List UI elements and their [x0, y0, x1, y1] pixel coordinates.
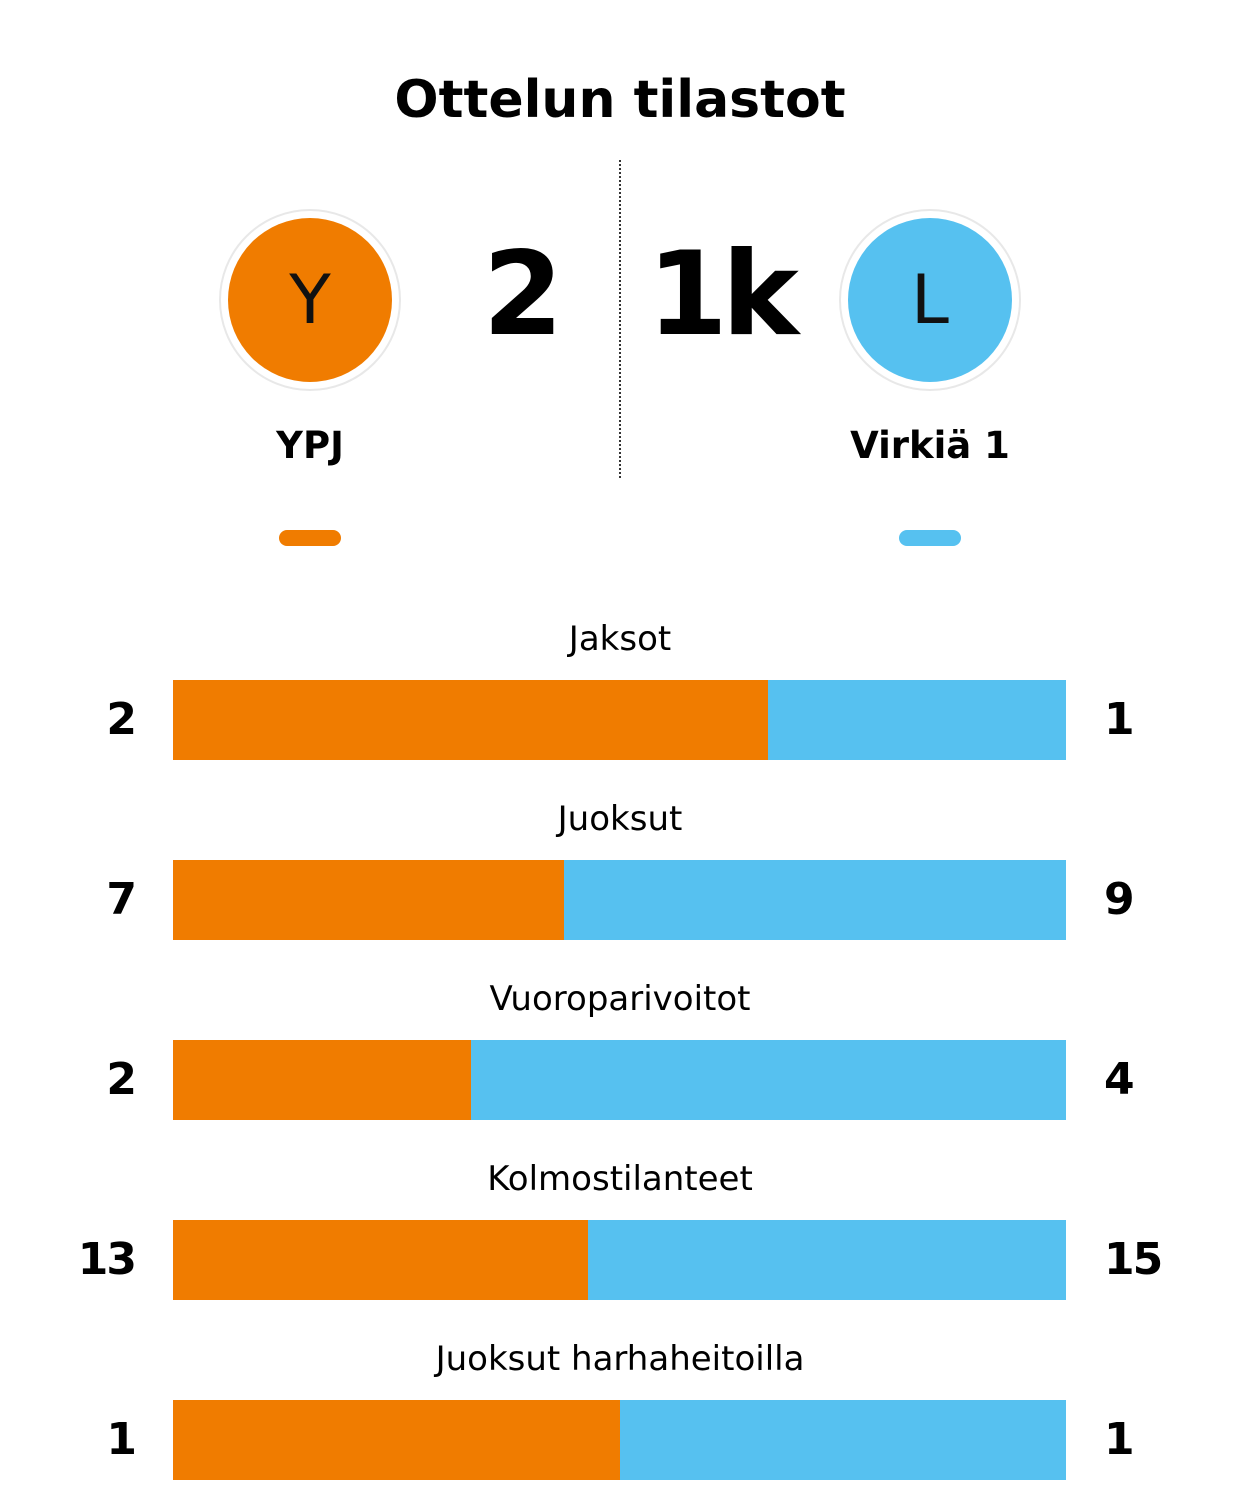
stat-label: Kolmostilanteet — [487, 1159, 753, 1199]
home-score: 2 — [482, 227, 564, 362]
stat-bar — [173, 1220, 1066, 1300]
home-bar-segment — [173, 860, 564, 940]
chart-title: Ottelun tilastot — [394, 70, 846, 130]
away-legend-swatch — [899, 530, 961, 546]
away-stat-value: 9 — [1104, 874, 1135, 925]
home-stat-value: 1 — [106, 1414, 137, 1465]
away-bar-segment — [620, 1400, 1066, 1480]
stat-label: Juoksut — [557, 799, 683, 839]
away-stat-value: 1 — [1104, 1414, 1135, 1465]
home-team-logo: Y — [219, 209, 401, 391]
away-stat-value: 1 — [1104, 694, 1135, 745]
away-score: 1k — [647, 227, 799, 362]
home-bar-segment — [173, 1040, 471, 1120]
away-bar-segment — [768, 680, 1066, 760]
away-stat-value: 4 — [1104, 1054, 1135, 1105]
stat-bar — [173, 1040, 1066, 1120]
stat-bar — [173, 1400, 1066, 1480]
away-stat-value: 15 — [1104, 1234, 1163, 1285]
away-bar-segment — [564, 860, 1066, 940]
stat-bar — [173, 860, 1066, 940]
home-team-initial: Y — [228, 218, 392, 382]
away-team-name: Virkiä 1 — [850, 424, 1010, 467]
home-bar-segment — [173, 680, 768, 760]
home-bar-segment — [173, 1400, 620, 1480]
stat-label: Vuoroparivoitot — [489, 979, 751, 1019]
stat-bar — [173, 680, 1066, 760]
center-divider — [619, 160, 621, 478]
away-team-logo: L — [839, 209, 1021, 391]
home-team-name: YPJ — [276, 424, 344, 467]
away-bar-segment — [471, 1040, 1066, 1120]
home-stat-value: 13 — [77, 1234, 137, 1285]
away-team-initial: L — [848, 218, 1012, 382]
stat-label: Jaksot — [568, 619, 672, 659]
home-stat-value: 2 — [106, 694, 137, 745]
stat-label: Juoksut harhaheitoilla — [435, 1339, 805, 1379]
home-stat-value: 7 — [106, 874, 137, 925]
home-stat-value: 2 — [106, 1054, 137, 1105]
away-bar-segment — [588, 1220, 1066, 1300]
home-bar-segment — [173, 1220, 588, 1300]
home-legend-swatch — [279, 530, 341, 546]
